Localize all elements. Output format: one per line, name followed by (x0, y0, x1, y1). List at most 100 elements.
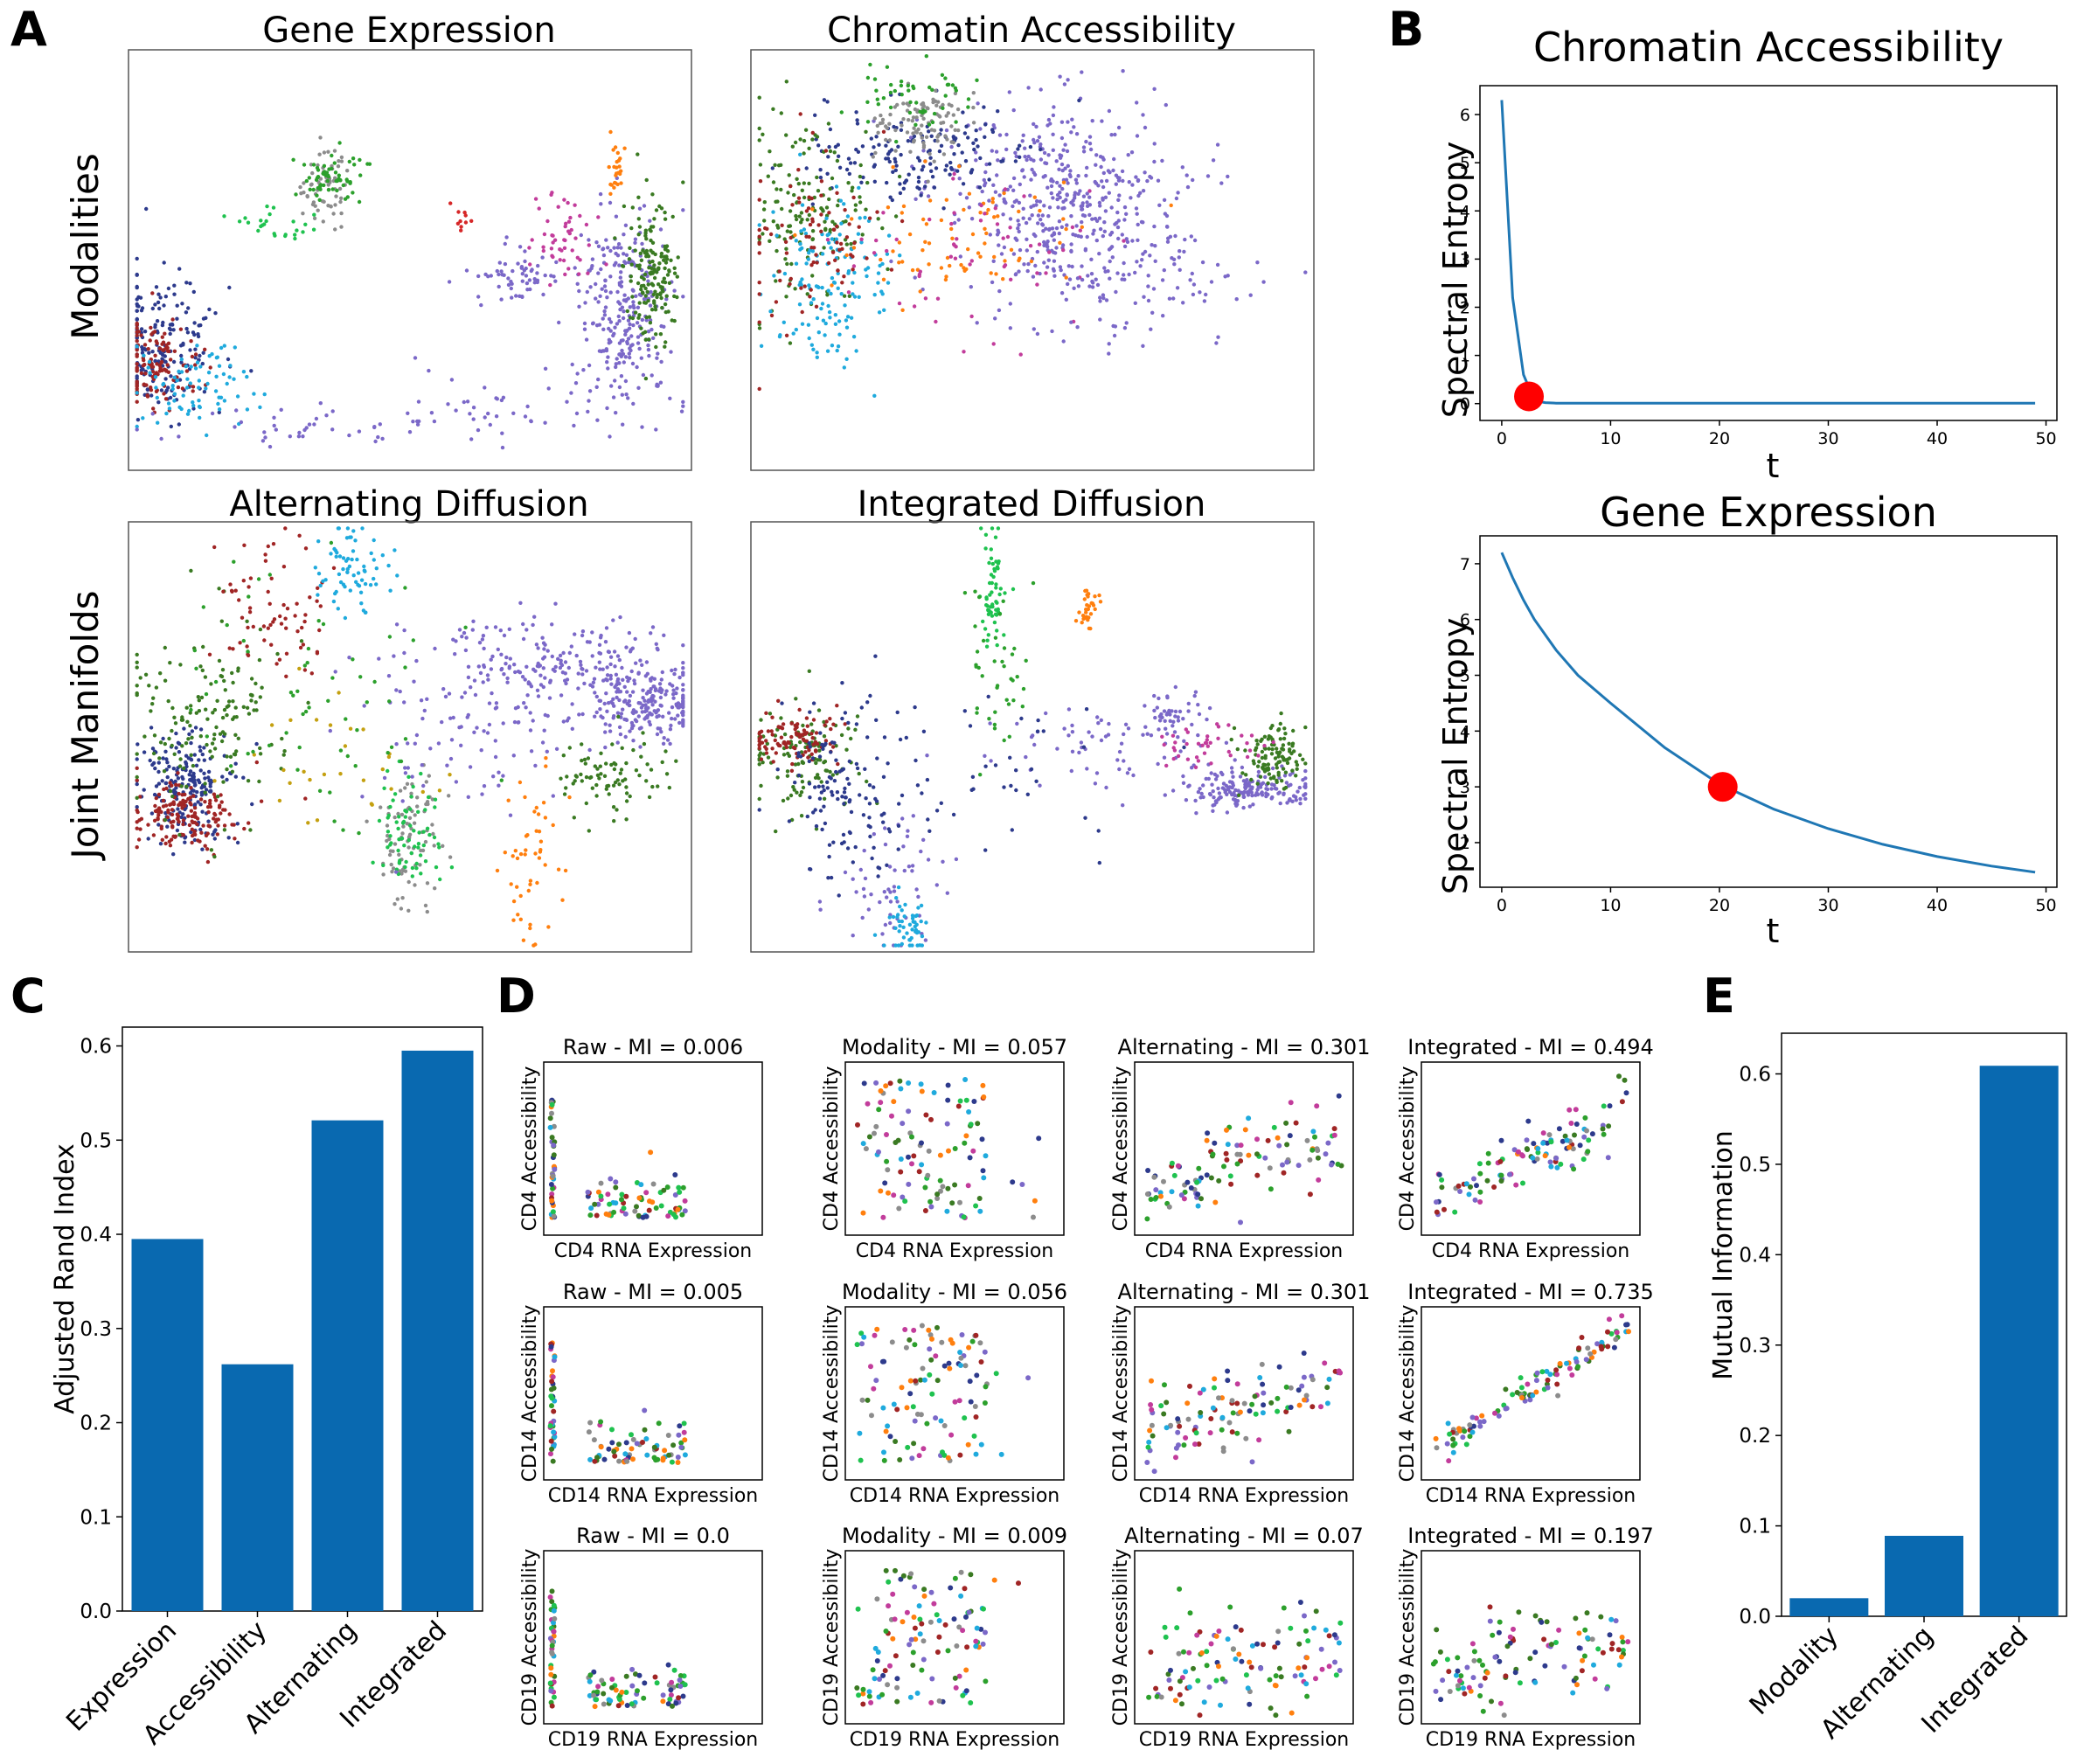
embedding-point (861, 813, 866, 817)
embedding-point (594, 323, 600, 328)
embedding-point (233, 425, 237, 429)
embedding-point (852, 240, 857, 246)
embedding-point (655, 384, 659, 388)
embedding-point (501, 721, 505, 726)
embedding-point (1011, 176, 1017, 181)
embedding-point (493, 625, 498, 629)
embedding-point (852, 161, 858, 165)
embedding-point (858, 793, 862, 797)
embedding-point (601, 327, 606, 331)
embedding-point (614, 173, 618, 177)
embedding-point (830, 344, 835, 348)
embedding-point (918, 943, 922, 948)
embedding-point (1229, 766, 1234, 770)
embedding-point (951, 113, 956, 117)
embedding-point (220, 730, 226, 734)
embedding-point (577, 288, 581, 294)
embedding-point (651, 292, 656, 297)
embedding-point (833, 313, 837, 317)
embedding-point (604, 262, 608, 267)
embedding-point (623, 332, 628, 337)
embedding-point (185, 412, 191, 416)
embedding-point (185, 330, 191, 335)
embedding-point (834, 184, 839, 189)
embedding-point (160, 323, 165, 328)
embedding-point (1130, 183, 1135, 187)
embedding-point (463, 648, 469, 653)
embedding-point (206, 769, 212, 774)
embedding-point (267, 212, 272, 217)
embedding-point (165, 349, 170, 353)
embedding-point (529, 268, 533, 274)
embedding-point (336, 164, 341, 169)
embedding-point (241, 638, 246, 643)
embedding-point (248, 576, 254, 580)
embedding-point (476, 295, 481, 299)
embedding-point (1057, 167, 1061, 171)
embedding-point (1263, 747, 1268, 751)
embedding-point (170, 825, 175, 830)
embedding-point (399, 812, 405, 817)
embedding-point (192, 806, 198, 810)
embedding-point (1134, 175, 1138, 179)
embedding-point (893, 159, 898, 164)
embedding-point (1295, 762, 1300, 767)
embedding-point (615, 322, 620, 326)
embedding-point (480, 792, 484, 796)
embedding-point (763, 745, 768, 749)
embedding-point (818, 175, 823, 180)
embedding-point (851, 264, 857, 268)
embedding-point (639, 274, 644, 280)
embedding-point (601, 667, 605, 671)
embedding-point (662, 276, 666, 281)
embedding-point (785, 769, 790, 774)
embedding-point (663, 210, 667, 215)
embedding-point (176, 807, 180, 811)
embedding-point (230, 769, 235, 774)
embedding-point (927, 151, 932, 156)
embedding-point (149, 811, 155, 816)
embedding-point (1136, 238, 1140, 242)
embedding-point (1136, 193, 1141, 198)
embedding-point (252, 708, 256, 712)
embedding-point (400, 831, 405, 836)
embedding-point (504, 662, 508, 666)
embedding-point (820, 252, 825, 256)
embedding-point (1275, 750, 1280, 754)
embedding-point (926, 194, 931, 198)
embedding-point (810, 237, 816, 241)
embedding-point (1098, 295, 1102, 300)
embedding-point (149, 726, 154, 730)
embedding-point (409, 851, 413, 856)
embedding-point (920, 123, 924, 128)
embedding-point (1101, 196, 1105, 200)
embedding-point (269, 576, 274, 580)
embedding-point (622, 233, 626, 237)
embedding-point (793, 287, 797, 291)
embedding-point (1108, 170, 1112, 175)
embedding-title-alternating-diffusion: Alternating Diffusion (229, 484, 588, 524)
embedding-point (164, 786, 169, 791)
embedding-point (659, 295, 663, 301)
embedding-point (863, 767, 867, 771)
embedding-point (500, 445, 505, 450)
embedding-point (1018, 182, 1023, 187)
embedding-point (516, 720, 520, 725)
embedding-point (913, 924, 918, 929)
embedding-point (650, 281, 654, 286)
embedding-point (215, 832, 219, 837)
embedding-point (1122, 273, 1126, 277)
embedding-point (807, 212, 811, 218)
embedding-point (246, 779, 251, 783)
embedding-point (872, 785, 876, 789)
embedding-point (1210, 782, 1214, 787)
embedding-point (647, 266, 651, 270)
embedding-point (641, 372, 646, 378)
embedding-point (943, 168, 948, 172)
embedding-point (921, 164, 926, 169)
embedding-point (198, 664, 203, 669)
embedding-point (580, 672, 585, 677)
embedding-point (217, 587, 221, 591)
embedding-point (320, 199, 325, 204)
embedding-point (819, 179, 824, 184)
